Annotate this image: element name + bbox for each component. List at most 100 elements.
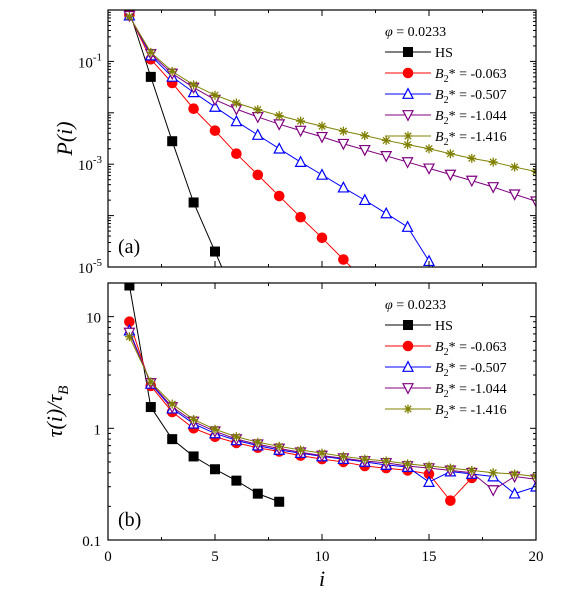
- data-point: [316, 168, 328, 180]
- data-point: [274, 441, 284, 451]
- data-point: [252, 488, 263, 499]
- data-point: [401, 157, 414, 169]
- x-tick-label: 20: [529, 549, 544, 565]
- data-point: [338, 451, 348, 461]
- data-point: [337, 138, 350, 151]
- legend-label: B2* = -0.507: [435, 88, 507, 106]
- data-point: [358, 144, 371, 157]
- y-tick-label: 0.1: [82, 534, 101, 550]
- data-point: [296, 116, 306, 126]
- data-point: [316, 131, 328, 144]
- y-tick-exponent: -3: [93, 154, 103, 166]
- data-point: [296, 445, 306, 455]
- legend-label: B2* = -1.416: [435, 130, 507, 148]
- data-point: [338, 126, 348, 136]
- legend-title: φ = 0.0233: [385, 298, 446, 313]
- data-point: [274, 496, 285, 507]
- series-line: [128, 16, 536, 173]
- data-point: [232, 296, 241, 305]
- data-point: [167, 434, 178, 445]
- data-point: [273, 142, 286, 154]
- series-0: [124, 10, 241, 305]
- legend-entry: B2* = -0.063: [385, 340, 507, 358]
- legend-label: HS: [435, 46, 453, 61]
- y-tick-base: 10: [78, 55, 93, 71]
- y-tick-label: 10-1: [78, 51, 102, 71]
- data-point: [252, 169, 264, 181]
- data-point: [508, 487, 521, 499]
- data-point: [124, 283, 135, 291]
- legend-label: B2* = -1.416: [435, 403, 507, 421]
- series-4: [124, 332, 536, 482]
- data-point: [231, 475, 242, 486]
- y-axis: 10-110-310-5: [78, 9, 536, 277]
- data-point: [316, 232, 328, 244]
- y-axis-label-main: τ(i)/τ: [42, 394, 67, 438]
- x-tick-label: 10: [315, 549, 330, 565]
- data-point: [188, 197, 199, 208]
- data-point: [445, 463, 455, 473]
- data-point: [230, 114, 243, 127]
- data-point: [273, 119, 286, 131]
- data-point: [167, 66, 177, 76]
- legend-marker: [403, 131, 413, 141]
- data-point: [146, 47, 156, 57]
- x-tick-label: 5: [211, 549, 219, 565]
- y-axis-label-subscript: B: [56, 386, 72, 395]
- series-1: [124, 10, 352, 267]
- series-line: [128, 10, 223, 267]
- legend-entry: B2* = -1.044: [385, 109, 507, 127]
- legend-entry: B2* = -0.063: [385, 67, 507, 85]
- data-point: [294, 125, 307, 138]
- data-point: [445, 149, 455, 159]
- series-1: [124, 316, 478, 506]
- series-line: [128, 14, 352, 267]
- data-point: [487, 182, 500, 194]
- data-point: [146, 377, 156, 387]
- series-line: [128, 15, 434, 267]
- y-axis: 10 1 0.1: [82, 282, 536, 550]
- data-point: [488, 157, 498, 167]
- legend-marker: [402, 87, 414, 99]
- legend-marker: [403, 47, 413, 57]
- y-axis-label: P(i): [52, 121, 77, 156]
- legend-label: B2* = -1.044: [435, 382, 507, 400]
- data-point: [189, 80, 199, 90]
- plot-area: [123, 283, 536, 507]
- y-axis-label: τ(i)/τB: [42, 386, 72, 438]
- data-point: [467, 465, 477, 475]
- data-point: [209, 100, 221, 112]
- data-point: [210, 90, 220, 100]
- panel-label: (b): [118, 509, 141, 531]
- data-point: [424, 461, 434, 471]
- data-point: [488, 468, 498, 478]
- x-tick-label: 15: [422, 549, 437, 565]
- legend-label: HS: [435, 319, 453, 334]
- data-point: [444, 169, 457, 182]
- y-tick-exponent: -5: [93, 257, 103, 269]
- data-point: [167, 399, 177, 409]
- data-point: [487, 485, 500, 497]
- y-axis-label-main: P: [52, 142, 77, 156]
- data-point: [508, 189, 521, 201]
- data-point: [231, 98, 241, 108]
- data-point: [358, 193, 371, 206]
- legend-marker: [403, 404, 413, 414]
- legend: φ = 0.0233 HS B2* = -0.063 B2* = -0.507 B2* …: [385, 298, 507, 421]
- data-point: [295, 211, 306, 223]
- data-point: [210, 424, 220, 434]
- data-point: [510, 469, 520, 479]
- data-point: [445, 285, 455, 295]
- data-point: [465, 175, 478, 188]
- series-line: [128, 285, 280, 503]
- data-point: [530, 196, 536, 208]
- y-tick-label: 1: [94, 422, 102, 438]
- legend-entry: B2* = -0.507: [385, 360, 507, 379]
- legend-marker: [403, 320, 413, 330]
- legend-label: B2* = -0.063: [435, 340, 507, 358]
- data-point: [124, 332, 134, 342]
- panel-label: (a): [118, 236, 140, 258]
- data-point: [338, 254, 349, 265]
